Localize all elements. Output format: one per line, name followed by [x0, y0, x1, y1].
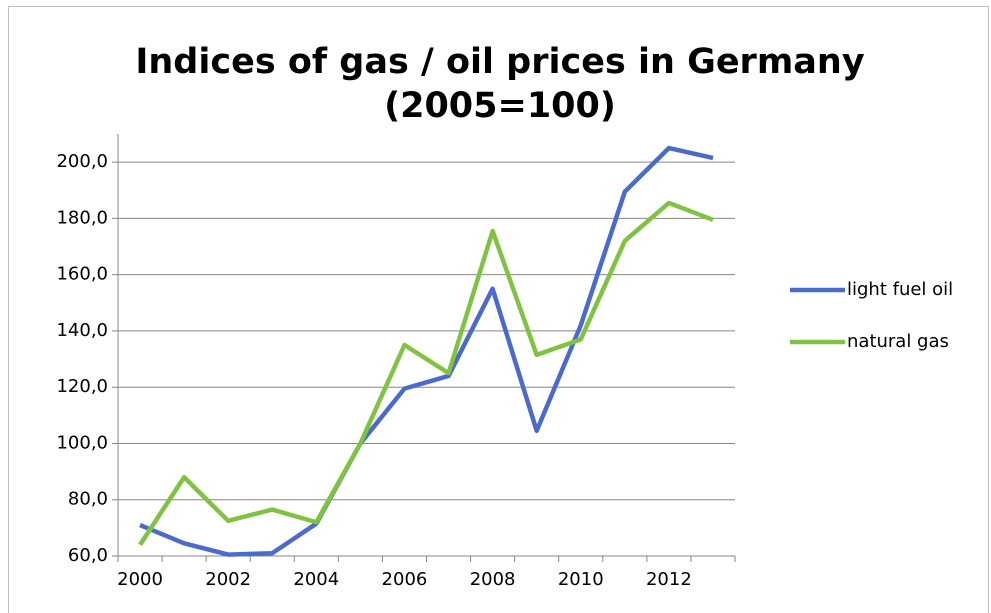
- chart-title: (2005=100): [384, 86, 616, 126]
- y-tick-label: 140,0: [56, 320, 108, 341]
- x-tick-label: 2006: [382, 569, 428, 590]
- y-tick-label: 80,0: [68, 489, 108, 510]
- x-tick-label: 2010: [558, 569, 604, 590]
- chart-title: Indices of gas / oil prices in Germany: [135, 42, 864, 82]
- line-series: [139, 145, 714, 557]
- x-tick-label: 2012: [646, 569, 692, 590]
- y-tick-label: 60,0: [68, 545, 108, 566]
- legend-label: light fuel oil: [847, 279, 953, 300]
- y-tick-label: 100,0: [56, 432, 108, 453]
- x-tick-label: 2004: [293, 569, 339, 590]
- x-tick-label: 2000: [117, 569, 163, 590]
- legend-label: natural gas: [847, 331, 949, 352]
- y-tick-label: 160,0: [56, 264, 108, 285]
- y-tick-label: 180,0: [56, 207, 108, 228]
- y-tick-label: 200,0: [56, 151, 108, 172]
- x-tick-label: 2008: [470, 569, 516, 590]
- line-series: [138, 200, 714, 546]
- x-tick-label: 2002: [205, 569, 251, 590]
- y-tick-label: 120,0: [56, 376, 108, 397]
